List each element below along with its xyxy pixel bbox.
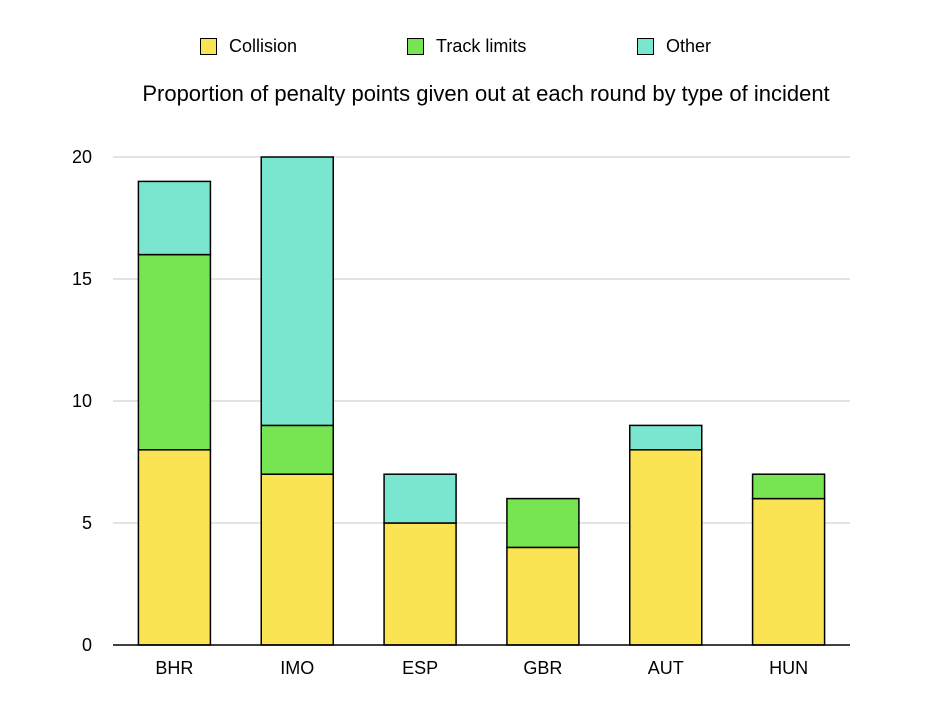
y-tick-label-15: 15 <box>72 269 92 289</box>
bar-aut-collision <box>629 449 703 646</box>
bar-gbr-track-limits <box>506 497 580 549</box>
bar-hun-track-limits <box>751 473 826 500</box>
bar-hun-collision <box>751 497 826 646</box>
bar-imo-track-limits <box>260 424 334 475</box>
bars <box>137 156 826 646</box>
legend-label-collision: Collision <box>229 36 298 56</box>
y-tick-label-20: 20 <box>72 147 92 167</box>
legend: Collision Track limits Other <box>0 36 936 60</box>
bar-bhr-collision <box>137 449 212 646</box>
x-tick-label-aut: AUT <box>648 658 684 678</box>
legend-swatch-track-limits <box>407 38 424 55</box>
legend-item-track-limits: Track limits <box>407 36 526 57</box>
x-tick-label-imo: IMO <box>280 658 314 678</box>
bar-imo-other <box>260 156 334 427</box>
legend-label-track-limits: Track limits <box>436 36 527 56</box>
legend-item-collision: Collision <box>200 36 297 57</box>
x-tick-label-bhr: BHR <box>155 658 193 678</box>
y-tick-label-5: 5 <box>82 513 92 533</box>
bar-esp-collision <box>383 522 457 646</box>
legend-item-other: Other <box>637 36 711 57</box>
x-tick-label-hun: HUN <box>769 658 808 678</box>
gridlines <box>113 156 850 524</box>
y-tick-label-10: 10 <box>72 391 92 411</box>
chart-title: Proportion of penalty points given out a… <box>142 81 830 106</box>
legend-swatch-other <box>637 38 654 55</box>
bar-bhr-track-limits <box>137 253 212 451</box>
bar-esp-other <box>383 473 457 524</box>
legend-swatch-collision <box>200 38 217 55</box>
bar-imo-collision <box>260 473 334 646</box>
axes: 0 5 10 15 20 BHR IMO ESP GBR AUT HUN <box>72 147 850 678</box>
x-tick-label-gbr: GBR <box>523 658 562 678</box>
bar-bhr-other <box>137 180 212 256</box>
y-tick-label-0: 0 <box>82 635 92 655</box>
bar-gbr-collision <box>506 546 580 646</box>
x-tick-label-esp: ESP <box>402 658 438 678</box>
bar-aut-other <box>629 424 703 451</box>
legend-label-other: Other <box>666 36 712 56</box>
